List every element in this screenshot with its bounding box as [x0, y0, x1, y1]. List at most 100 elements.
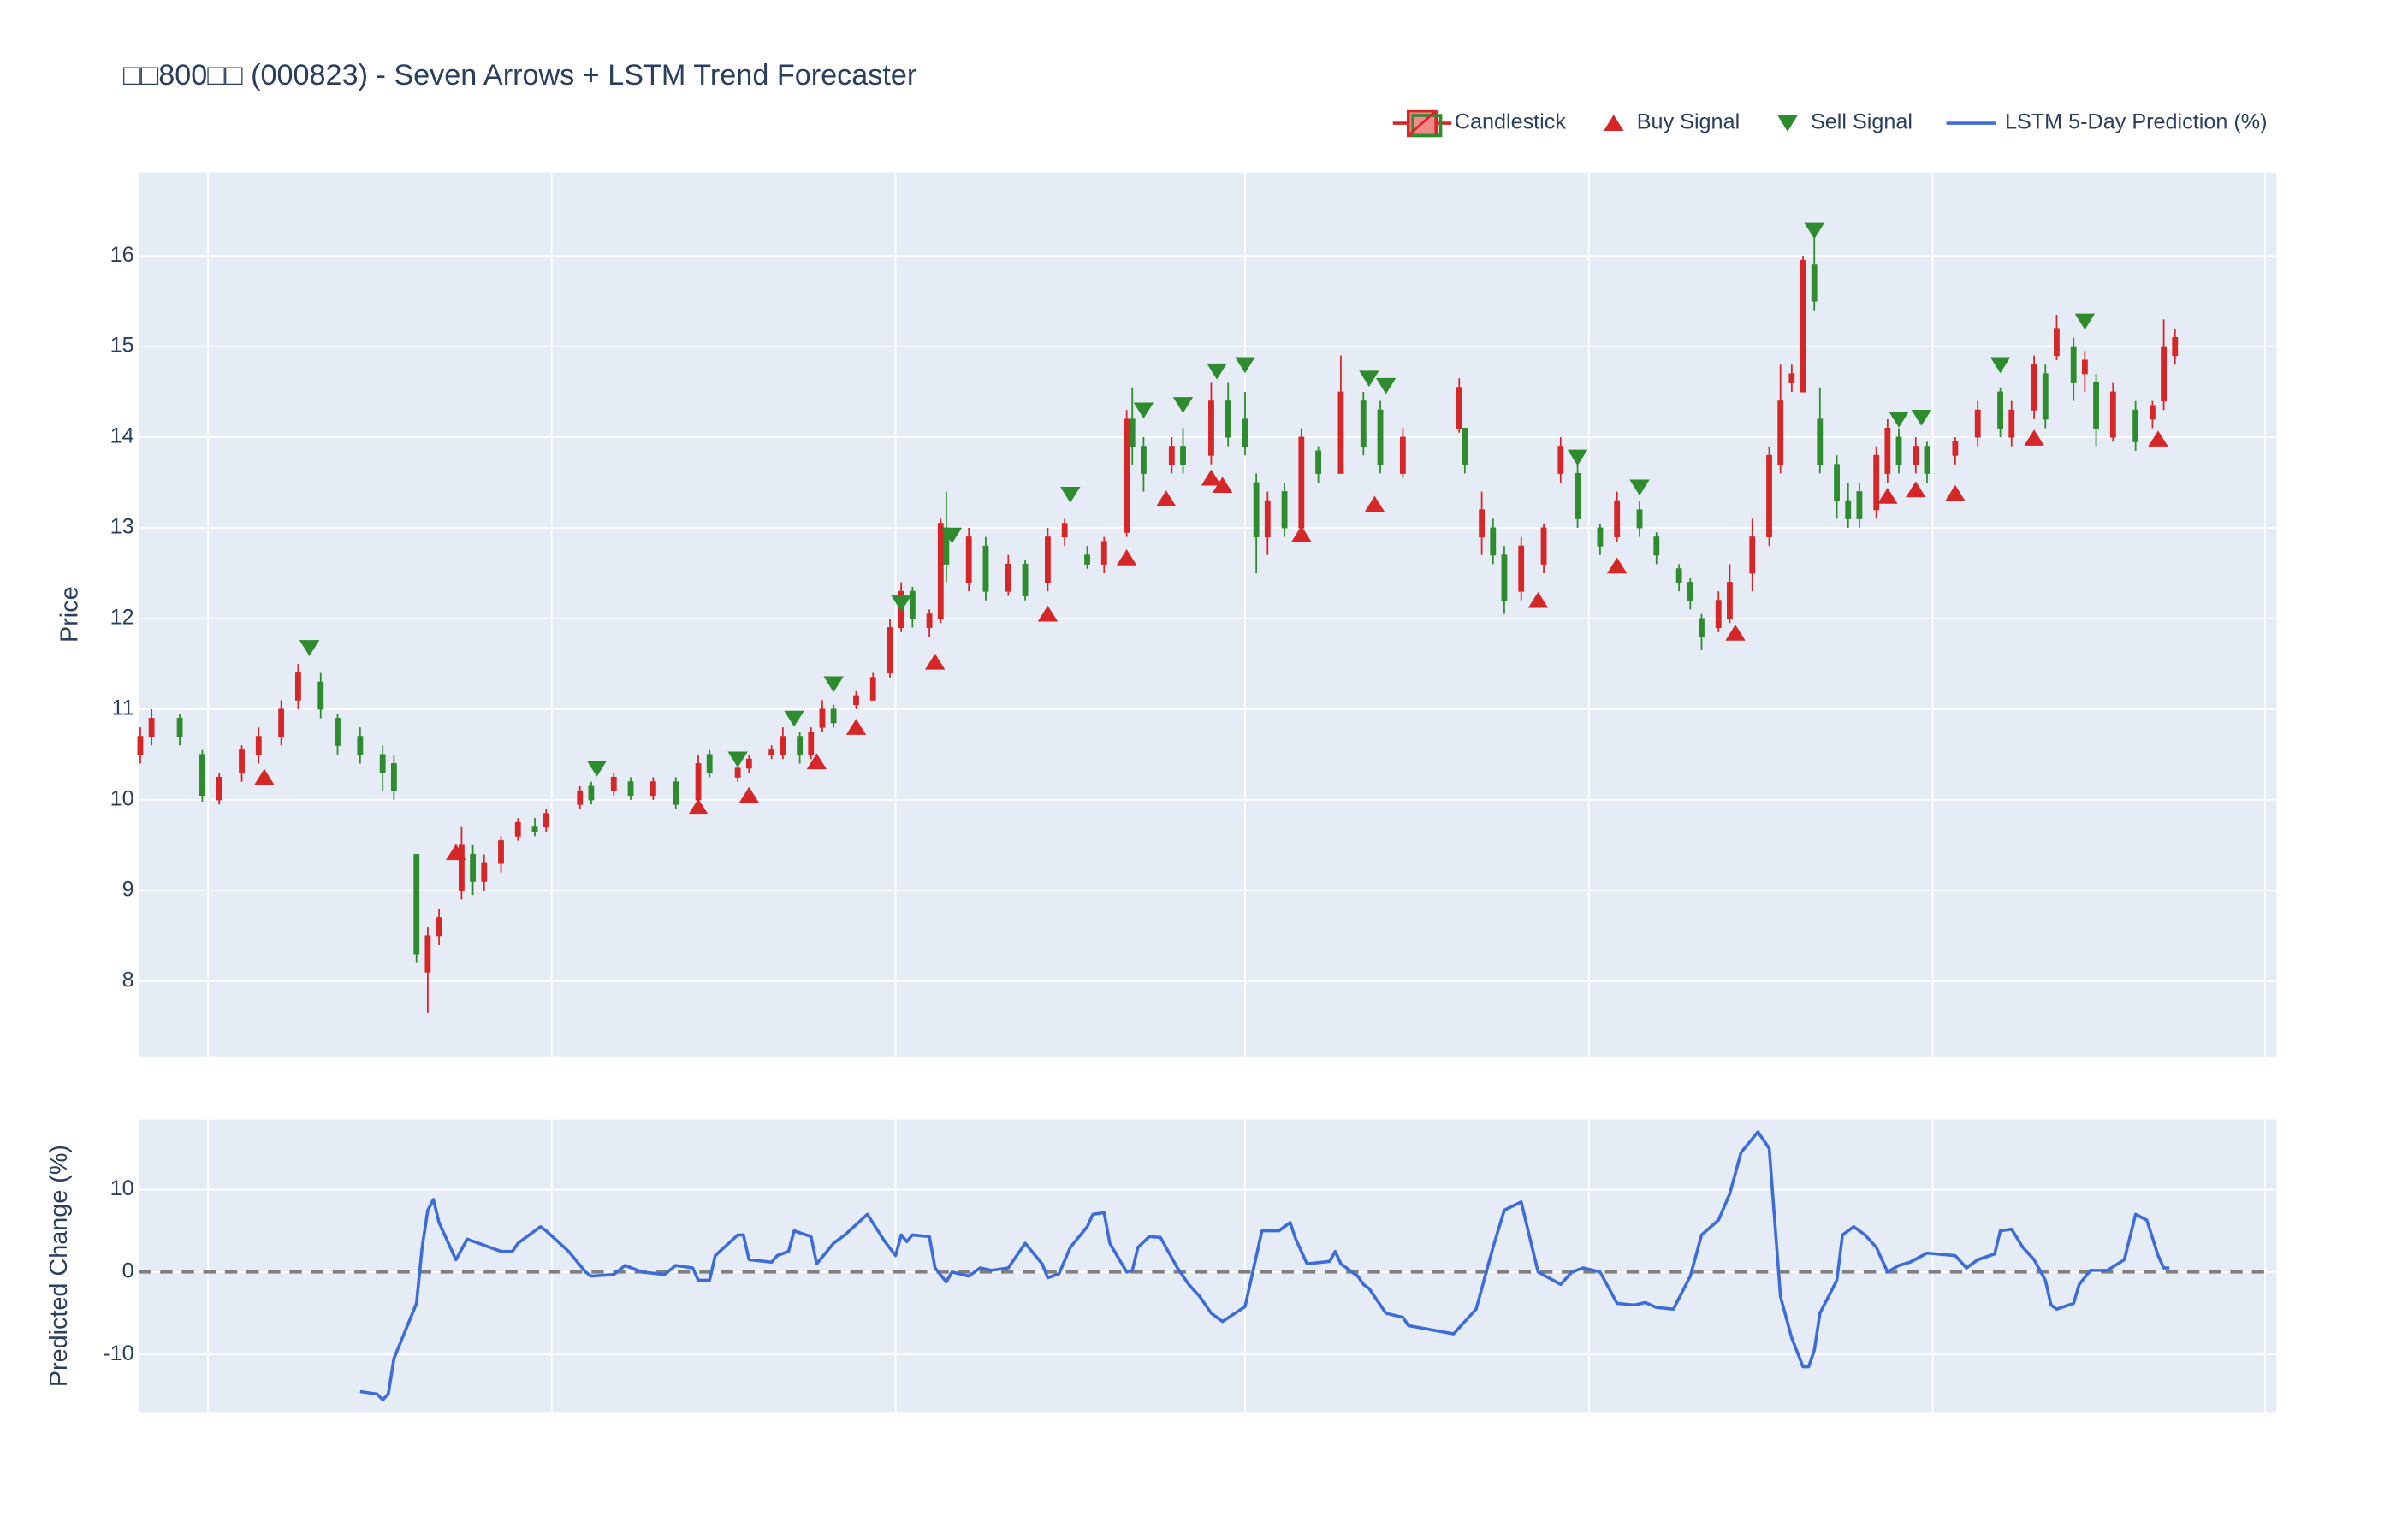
candle-body	[1337, 391, 1344, 474]
y-tick-label: 14	[110, 424, 134, 448]
candle-body	[357, 736, 364, 755]
buy-marker	[1527, 591, 1549, 608]
candle-body	[1281, 491, 1288, 529]
candle-body	[255, 736, 262, 755]
candle-body	[853, 695, 859, 706]
sell-marker	[1911, 409, 1932, 426]
legend-label: Sell Signal	[1811, 110, 1913, 134]
candle-body	[982, 545, 989, 592]
sell-marker	[1172, 397, 1194, 413]
sell-marker	[1804, 222, 1824, 240]
candle-body	[1834, 464, 1840, 501]
buy-marker	[1037, 605, 1059, 622]
sell-marker	[823, 676, 844, 693]
candle-body	[514, 821, 521, 837]
candle-body	[1952, 441, 1959, 456]
candle-body	[2070, 346, 2077, 383]
candle-body	[1129, 418, 1136, 447]
legend-icon	[1407, 110, 1438, 137]
candle-body	[1766, 454, 1772, 538]
legend-icon	[1604, 115, 1624, 132]
candle-body	[458, 844, 465, 891]
plot-background	[138, 1119, 2277, 1413]
candle-body	[768, 749, 775, 755]
sell-marker	[1133, 402, 1154, 419]
candle-body	[1845, 500, 1852, 519]
buy-marker	[806, 753, 827, 770]
candle-body	[1022, 563, 1029, 596]
candle-body	[1456, 387, 1462, 429]
candle-body	[1811, 264, 1818, 302]
legend-icon	[1411, 114, 1443, 138]
candle-body	[470, 854, 476, 882]
candle-body	[1518, 545, 1525, 592]
candle-body	[335, 718, 341, 746]
candle-body	[1479, 509, 1486, 538]
buy-marker	[1906, 481, 1926, 498]
candle-body	[1777, 400, 1784, 465]
candle-body	[610, 776, 617, 791]
candle-body	[2093, 382, 2099, 429]
sell-marker	[1375, 377, 1397, 394]
candle-body	[2150, 405, 2156, 420]
candle-body	[498, 840, 504, 864]
candle-body	[1856, 491, 1863, 519]
candle-body	[1180, 446, 1186, 465]
candle-body	[1636, 509, 1643, 529]
candle-body	[1253, 482, 1260, 538]
y-tick-label: 8	[122, 968, 134, 992]
candle-body	[1800, 259, 1806, 393]
chart-title: □□800□□ (000823) - Seven Arrows + LSTM T…	[123, 59, 916, 92]
candle-body	[1974, 409, 1981, 438]
candle-body	[1501, 554, 1508, 601]
candle-body	[413, 854, 420, 955]
candle-body	[239, 749, 245, 773]
candle-body	[294, 672, 301, 701]
candle-body	[706, 754, 713, 773]
y-axis-title: Predicted Change (%)	[45, 1145, 73, 1387]
candle-body	[2132, 409, 2139, 442]
candle-body	[2161, 346, 2168, 402]
sell-marker	[784, 710, 804, 727]
buy-marker	[924, 653, 946, 670]
candle-body	[588, 785, 595, 801]
y-tick-label: 10	[110, 1176, 134, 1200]
buy-marker	[1156, 490, 1177, 506]
sell-marker	[1359, 370, 1379, 388]
y-axis-title: Price	[56, 586, 83, 643]
buy-marker	[446, 844, 466, 861]
y-tick-label: 15	[110, 334, 134, 358]
sell-marker	[2074, 313, 2096, 330]
buy-marker	[2148, 430, 2168, 447]
candle-body	[1168, 446, 1175, 465]
candle-body	[543, 813, 549, 828]
candle-body	[436, 917, 442, 937]
sell-marker	[1207, 363, 1227, 380]
sell-marker	[1060, 487, 1081, 503]
legend-label: Candlestick	[1455, 110, 1567, 134]
buy-marker	[738, 786, 760, 803]
candle-body	[1100, 541, 1107, 565]
candle-body	[627, 781, 634, 797]
candle-body	[148, 718, 155, 737]
legend: Candlestick Buy Signal Sell Signal LSTM 5-D…	[1392, 109, 2268, 138]
y-tick-label: 11	[111, 696, 133, 720]
candle-body	[1462, 427, 1468, 465]
buy-marker	[254, 768, 275, 785]
candle-body	[734, 767, 741, 778]
legend-icon	[1777, 116, 1798, 132]
candle-body	[1061, 523, 1068, 538]
candle-body	[1997, 391, 2003, 429]
candle-body	[1557, 446, 1564, 474]
buy-marker	[1364, 495, 1385, 512]
candle-body	[1687, 582, 1693, 601]
sell-marker	[727, 751, 748, 768]
candle-body	[1817, 418, 1824, 465]
candle-body	[1895, 436, 1902, 465]
candle-body	[1614, 500, 1621, 538]
candle-body	[1360, 400, 1367, 447]
candle-body	[2109, 391, 2116, 438]
candle-body	[1045, 536, 1051, 583]
candle-body	[1084, 554, 1090, 565]
